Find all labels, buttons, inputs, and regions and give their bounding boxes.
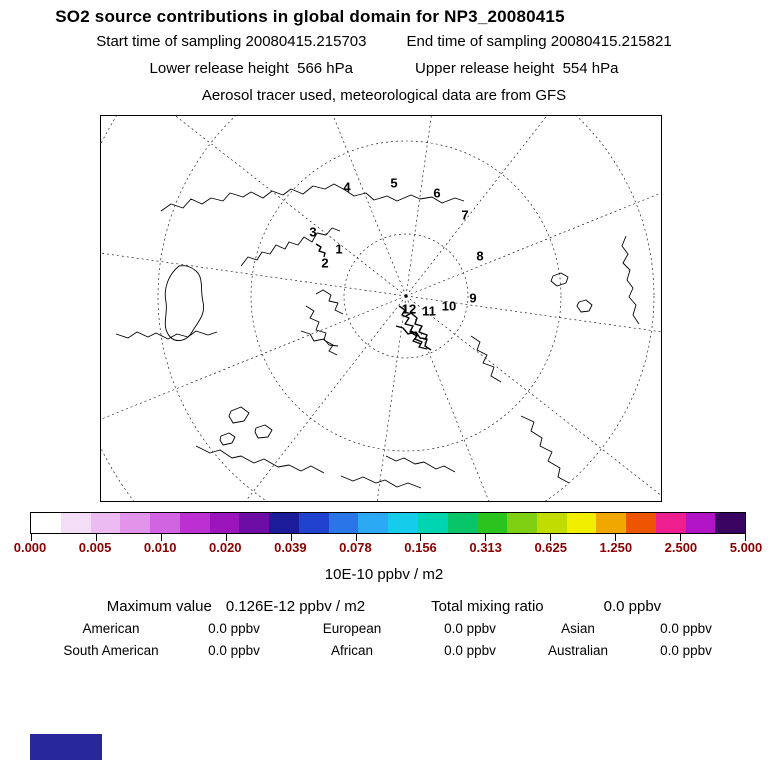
colorbar-segment	[566, 513, 597, 533]
colorbar	[30, 512, 746, 541]
colorbar-segment	[31, 513, 61, 533]
colorbar-segment	[596, 513, 626, 533]
colorbar-tick-label: 5.000	[729, 540, 763, 555]
colorbar-segment	[477, 513, 507, 533]
colorbar-segments	[31, 513, 745, 533]
colorbar-segment	[209, 513, 240, 533]
release-heights-row: Lower release height 566 hPa Upper relea…	[0, 60, 768, 77]
colorbar-segment	[120, 513, 150, 533]
trajectory-day-marker: 7	[461, 207, 469, 223]
colorbar-tick-label: 0.005	[78, 540, 112, 555]
colorbar-tick-label: 0.000	[13, 540, 47, 555]
colorbar-segment	[685, 513, 716, 533]
colorbar-segment	[447, 513, 478, 533]
colorbar-segment	[328, 513, 359, 533]
region-value: 0.0 ppbv	[444, 621, 496, 636]
upper-release-label: Upper release height 554 hPa	[415, 60, 619, 77]
region-contributions-table: American 0.0 ppbv European 0.0 ppbv Asian 0.0…	[36, 621, 736, 658]
colorbar-segment	[239, 513, 269, 533]
trajectory-day-marker: 3	[309, 224, 317, 240]
colorbar-segment	[298, 513, 329, 533]
region-name: Australian	[547, 643, 609, 658]
page-title: SO2 source contributions in global domai…	[55, 7, 565, 26]
colorbar-tick-label: 0.313	[469, 540, 502, 555]
trajectory-day-marker: 10	[441, 298, 457, 314]
max-value-label: Maximum value	[106, 598, 212, 615]
lower-release-label: Lower release height 566 hPa	[149, 60, 353, 77]
colorbar-tick-mark	[225, 534, 227, 541]
colorbar-segment	[150, 513, 180, 533]
colorbar-tick-mark	[420, 534, 422, 541]
colorbar-tick-mark	[680, 534, 682, 541]
map-canvas	[101, 116, 661, 501]
region-value: 0.0 ppbv	[208, 621, 260, 636]
colorbar-segment	[388, 513, 418, 533]
colorbar-segment	[715, 513, 745, 533]
coastlines	[115, 183, 640, 489]
colorbar-segment	[655, 513, 686, 533]
colorbar-segment	[269, 513, 299, 533]
colorbar-segment	[536, 513, 567, 533]
colorbar-segment	[417, 513, 448, 533]
colorbar-units-label: 10E-10 ppbv / m2	[324, 566, 444, 583]
colorbar-segment	[60, 513, 91, 533]
colorbar-tick-mark	[745, 534, 746, 541]
colorbar-tick-mark	[160, 534, 162, 541]
colorbar-segment	[626, 513, 656, 533]
trajectory-day-marker: 9	[469, 290, 477, 306]
trajectory-day-marker: 1	[335, 241, 343, 257]
trajectory-day-marker: 11	[422, 303, 436, 319]
end-time-label: End time of sampling 20080415.215821	[406, 33, 672, 50]
summary-stats-row: Maximum value 0.126E-12 ppbv / m2 Total …	[0, 598, 768, 615]
trajectory-day-marker: 6	[433, 185, 441, 201]
sampling-times-row: Start time of sampling 20080415.215703 E…	[0, 33, 768, 50]
colorbar-tick-label: 0.078	[339, 540, 372, 555]
trajectory-day-marker: 5	[390, 175, 398, 191]
colorbar-tick-mark	[485, 534, 487, 541]
footer-logo-block	[30, 734, 102, 760]
region-name: American	[82, 621, 140, 636]
colorbar-tick-mark	[355, 534, 357, 541]
colorbar-tick-mark	[615, 534, 617, 541]
trajectory-day-marker: 12	[401, 301, 417, 317]
total-mixing-ratio-value: 0.0 ppbv	[603, 598, 662, 615]
polar-map: 1 2 3 4 5 6 7 8 9 10 11 12	[100, 115, 662, 502]
start-time-label: Start time of sampling 20080415.215703	[96, 33, 367, 50]
region-name: South American	[63, 643, 159, 658]
colorbar-tick-label: 0.010	[143, 540, 177, 555]
colorbar-tick-label: 0.020	[208, 540, 242, 555]
trajectory-day-marker: 8	[476, 248, 484, 264]
graticule-lines	[101, 116, 661, 501]
colorbar-segment	[90, 513, 121, 533]
tracer-note-label: Aerosol tracer used, meteorological data…	[201, 87, 567, 104]
station-trajectory-cluster	[315, 243, 432, 351]
tracer-note-row: Aerosol tracer used, meteorological data…	[0, 87, 768, 104]
region-value: 0.0 ppbv	[660, 621, 712, 636]
region-value: 0.0 ppbv	[444, 643, 496, 658]
trajectory-day-marker: 4	[343, 179, 351, 195]
colorbar-tick-labels: 0.000 0.005 0.010 0.020 0.039 0.078 0.156 0.313…	[14, 540, 763, 556]
colorbar-segment	[358, 513, 388, 533]
trajectory-day-marker: 2	[321, 255, 329, 271]
colorbar-tick-label: 1.250	[599, 540, 633, 555]
colorbar-segment	[179, 513, 210, 533]
colorbar-tick-label: 2.500	[664, 540, 698, 555]
region-name: European	[322, 621, 382, 636]
colorbar-tick-mark	[31, 534, 32, 541]
region-name: Asian	[561, 621, 595, 636]
colorbar-tick-label: 0.156	[404, 540, 437, 555]
max-value: 0.126E-12 ppbv / m2	[225, 598, 366, 615]
colorbar-tick-mark	[550, 534, 552, 541]
colorbar-tick-mark	[290, 534, 292, 541]
colorbar-segment	[507, 513, 537, 533]
total-mixing-ratio-label: Total mixing ratio	[431, 598, 544, 615]
colorbar-tick-mark	[95, 534, 97, 541]
region-name: African	[330, 643, 374, 658]
colorbar-tick-label: 0.625	[534, 540, 567, 555]
region-value: 0.0 ppbv	[208, 643, 260, 658]
colorbar-tick-label: 0.039	[274, 540, 307, 555]
region-value: 0.0 ppbv	[660, 643, 712, 658]
